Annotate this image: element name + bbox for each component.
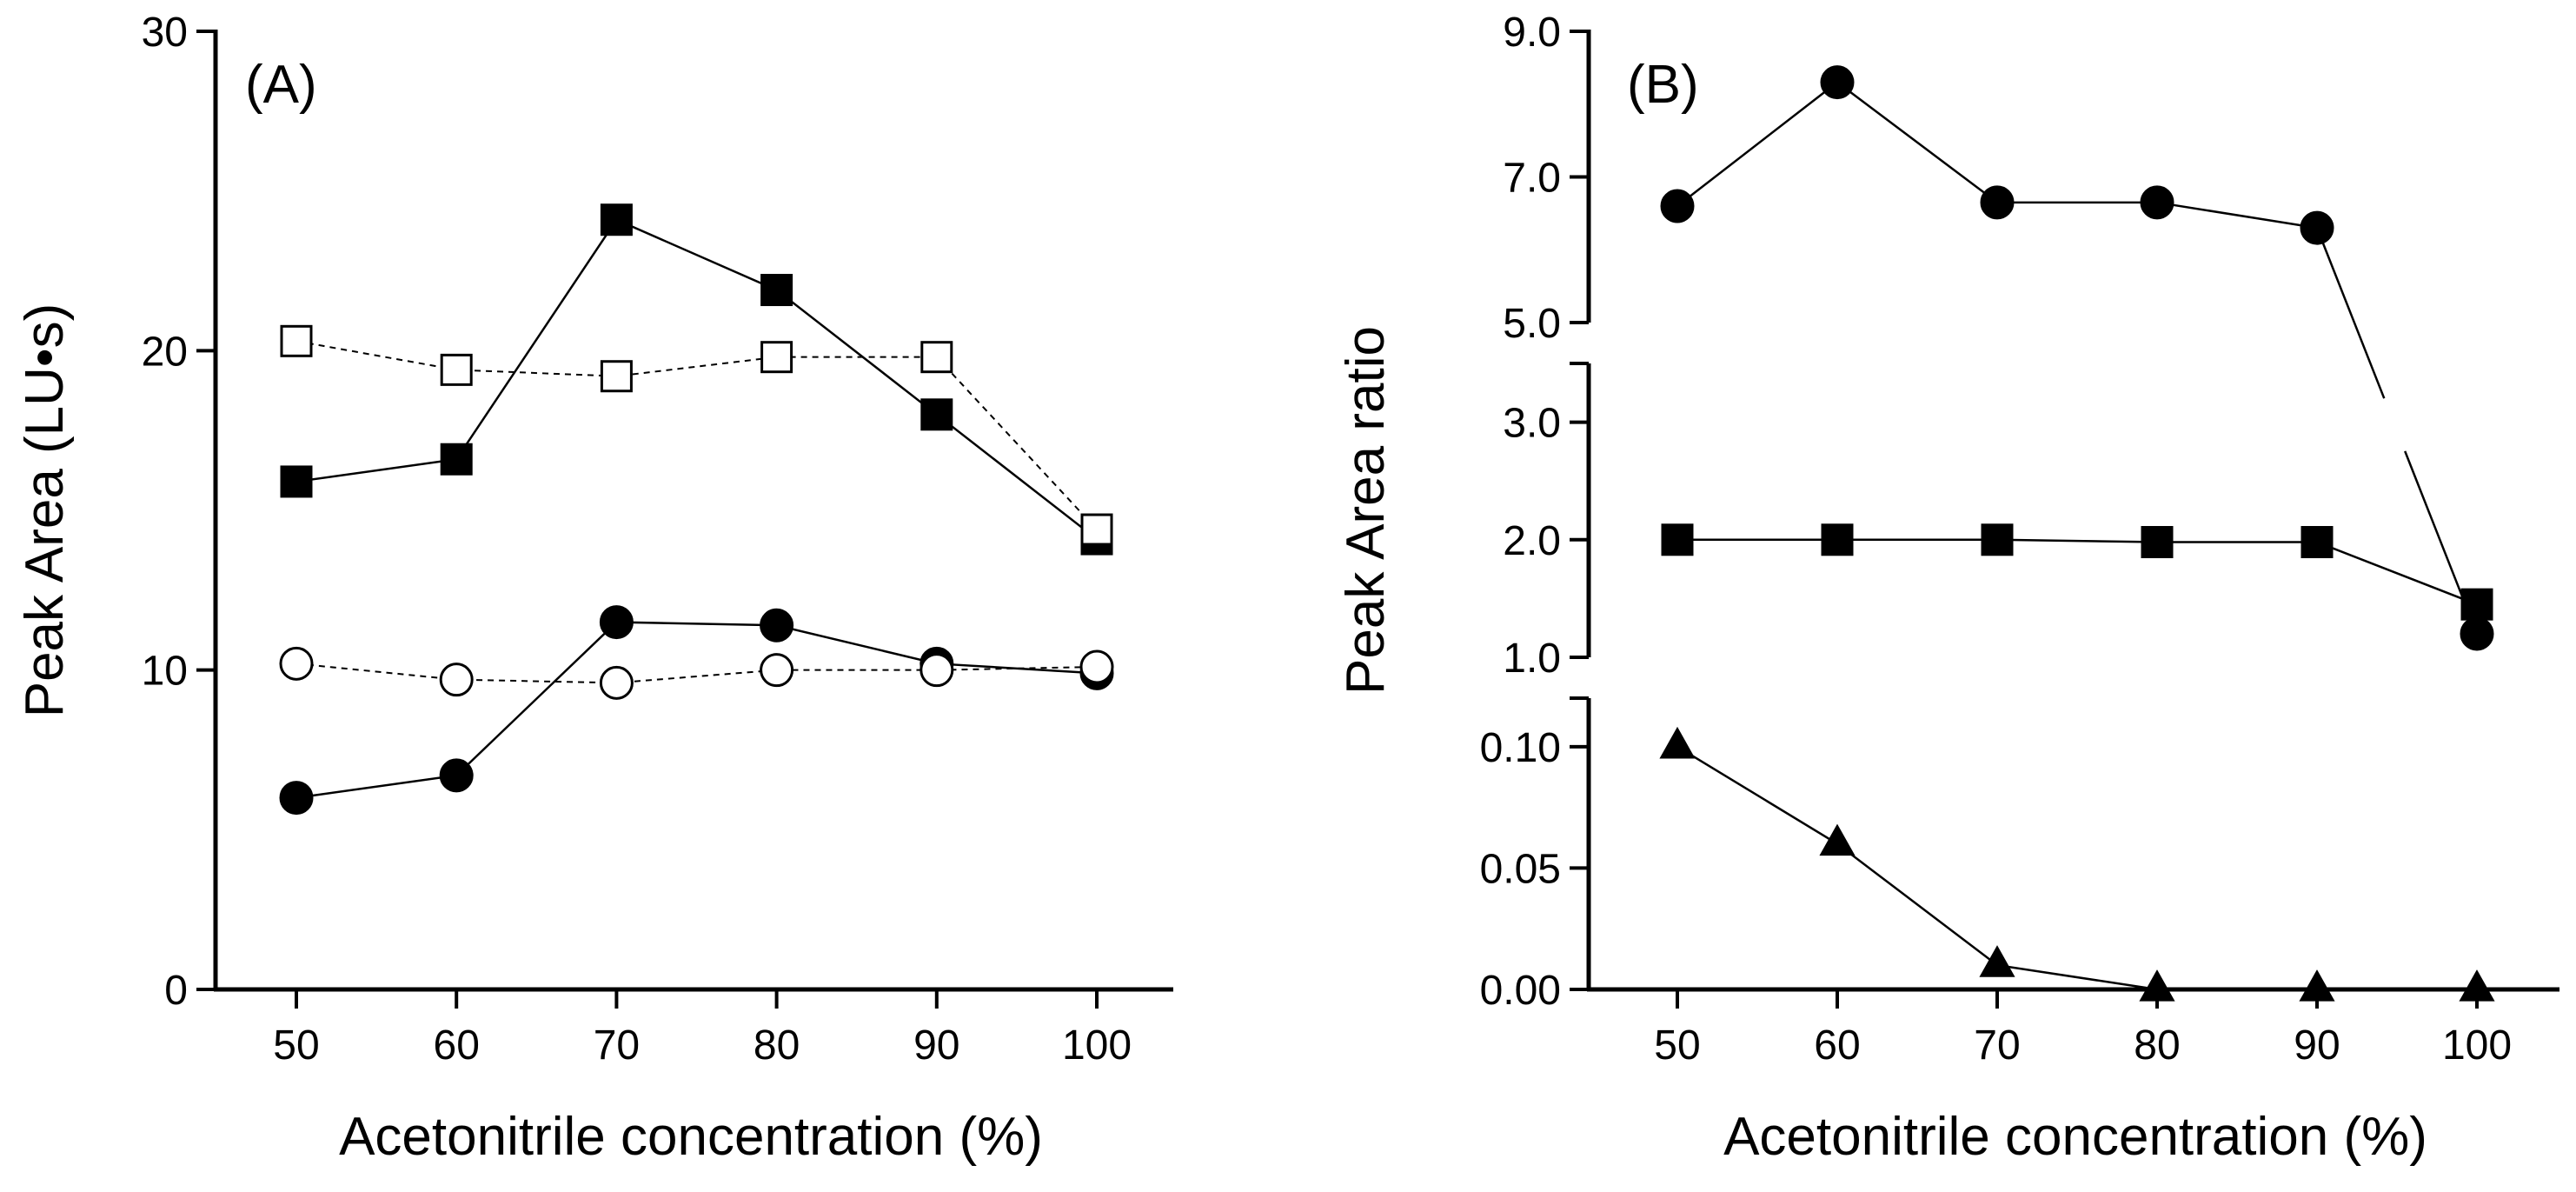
- data-point: [1080, 513, 1113, 546]
- panel-a-chart: 0 10 20 30 50 60 70 80 90 100 Acetonitrile concent…: [15, 10, 1173, 1167]
- data-point: [2300, 526, 2334, 559]
- data-point: [439, 663, 474, 697]
- y-tick-label: 10: [142, 649, 188, 695]
- y-tick-label: 7.0: [1503, 156, 1561, 202]
- data-point: [2460, 616, 2494, 651]
- series-open-squares: [280, 324, 1113, 546]
- y-tick-label: 30: [142, 10, 188, 56]
- data-point: [1980, 185, 2015, 220]
- data-point: [600, 360, 633, 393]
- panel-label: (A): [245, 55, 317, 115]
- x-tick-label: 70: [594, 1022, 640, 1069]
- y-tick-label: 2.0: [1503, 518, 1561, 564]
- data-point: [1819, 823, 1856, 856]
- y-tick-label: 9.0: [1503, 10, 1561, 56]
- data-point: [920, 398, 953, 431]
- series-circles: [1660, 65, 2494, 651]
- data-point: [1659, 726, 1696, 759]
- x-tick-label: 90: [2294, 1022, 2340, 1069]
- x-tick-label: 90: [913, 1022, 959, 1069]
- data-point: [760, 608, 794, 643]
- data-point: [280, 324, 313, 357]
- y-tick-label: 0: [164, 968, 188, 1014]
- x-tick-label: 50: [1654, 1022, 1700, 1069]
- y-tick-label: 1.0: [1503, 636, 1561, 682]
- y-tick-label: 0.05: [1480, 846, 1561, 892]
- data-point: [439, 758, 474, 793]
- data-point: [1981, 523, 2014, 556]
- series-line: [295, 340, 1098, 530]
- data-point: [440, 353, 473, 386]
- series-filled-squares: [280, 203, 1113, 556]
- data-point: [760, 341, 793, 374]
- x-tick-label: 70: [1974, 1022, 2020, 1069]
- data-point: [1821, 523, 1854, 556]
- x-tick-label: 80: [2134, 1022, 2180, 1069]
- data-point: [2460, 588, 2493, 621]
- x-tick-label: 100: [1062, 1022, 1132, 1069]
- y-tick-label: 0.10: [1480, 725, 1561, 771]
- y-axis-title: Peak Area (LU•s): [15, 303, 75, 718]
- data-point: [760, 653, 794, 688]
- data-point: [1820, 65, 1855, 100]
- data-point: [2140, 185, 2174, 220]
- data-point: [1079, 649, 1114, 684]
- y-tick-label: 0.00: [1480, 968, 1561, 1014]
- y-tick-label: 3.0: [1503, 401, 1561, 447]
- series-open-circles: [279, 646, 1114, 700]
- panel-label: (B): [1627, 55, 1699, 115]
- data-point: [920, 341, 953, 374]
- data-point: [279, 781, 314, 816]
- data-point: [440, 443, 473, 476]
- data-point: [2459, 969, 2495, 1002]
- data-point: [280, 465, 313, 498]
- series-line: [295, 621, 1098, 799]
- data-point: [920, 653, 954, 688]
- x-tick-label: 60: [434, 1022, 480, 1069]
- panel-b-chart: 5.0 7.0 9.0 1.0 2.0 3.0 0.00 0.05 0.10 50 60 70 80 90…: [1336, 10, 2559, 1167]
- y-tick-label: 20: [142, 329, 188, 375]
- series-triangles: [1659, 726, 2495, 1002]
- data-point: [2300, 210, 2334, 245]
- series-filled-circles: [279, 605, 1114, 816]
- series-line: [2315, 227, 2386, 399]
- data-point: [1660, 189, 1695, 223]
- data-point: [1979, 945, 2015, 977]
- data-point: [279, 646, 314, 681]
- x-axis-title: Acetonitrile concentration (%): [339, 1107, 1043, 1167]
- x-axis-title: Acetonitrile concentration (%): [1723, 1107, 2427, 1167]
- y-tick-label: 5.0: [1503, 301, 1561, 347]
- data-point: [2299, 969, 2335, 1002]
- series-squares: [1661, 523, 2493, 621]
- x-tick-label: 50: [273, 1022, 319, 1069]
- data-point: [600, 203, 633, 236]
- data-point: [599, 665, 634, 700]
- x-tick-label: 100: [2442, 1022, 2512, 1069]
- data-point: [760, 274, 793, 307]
- data-point: [2141, 526, 2174, 559]
- data-point: [2139, 969, 2175, 1002]
- y-axis-title: Peak Area ratio: [1336, 326, 1396, 695]
- x-tick-label: 60: [1814, 1022, 1860, 1069]
- series-line: [1677, 538, 2478, 606]
- series-line: [295, 218, 1098, 541]
- data-point: [1661, 523, 1694, 556]
- data-point: [599, 605, 634, 640]
- series-line: [1676, 745, 2477, 991]
- x-tick-label: 80: [754, 1022, 800, 1069]
- series-line: [295, 663, 1098, 684]
